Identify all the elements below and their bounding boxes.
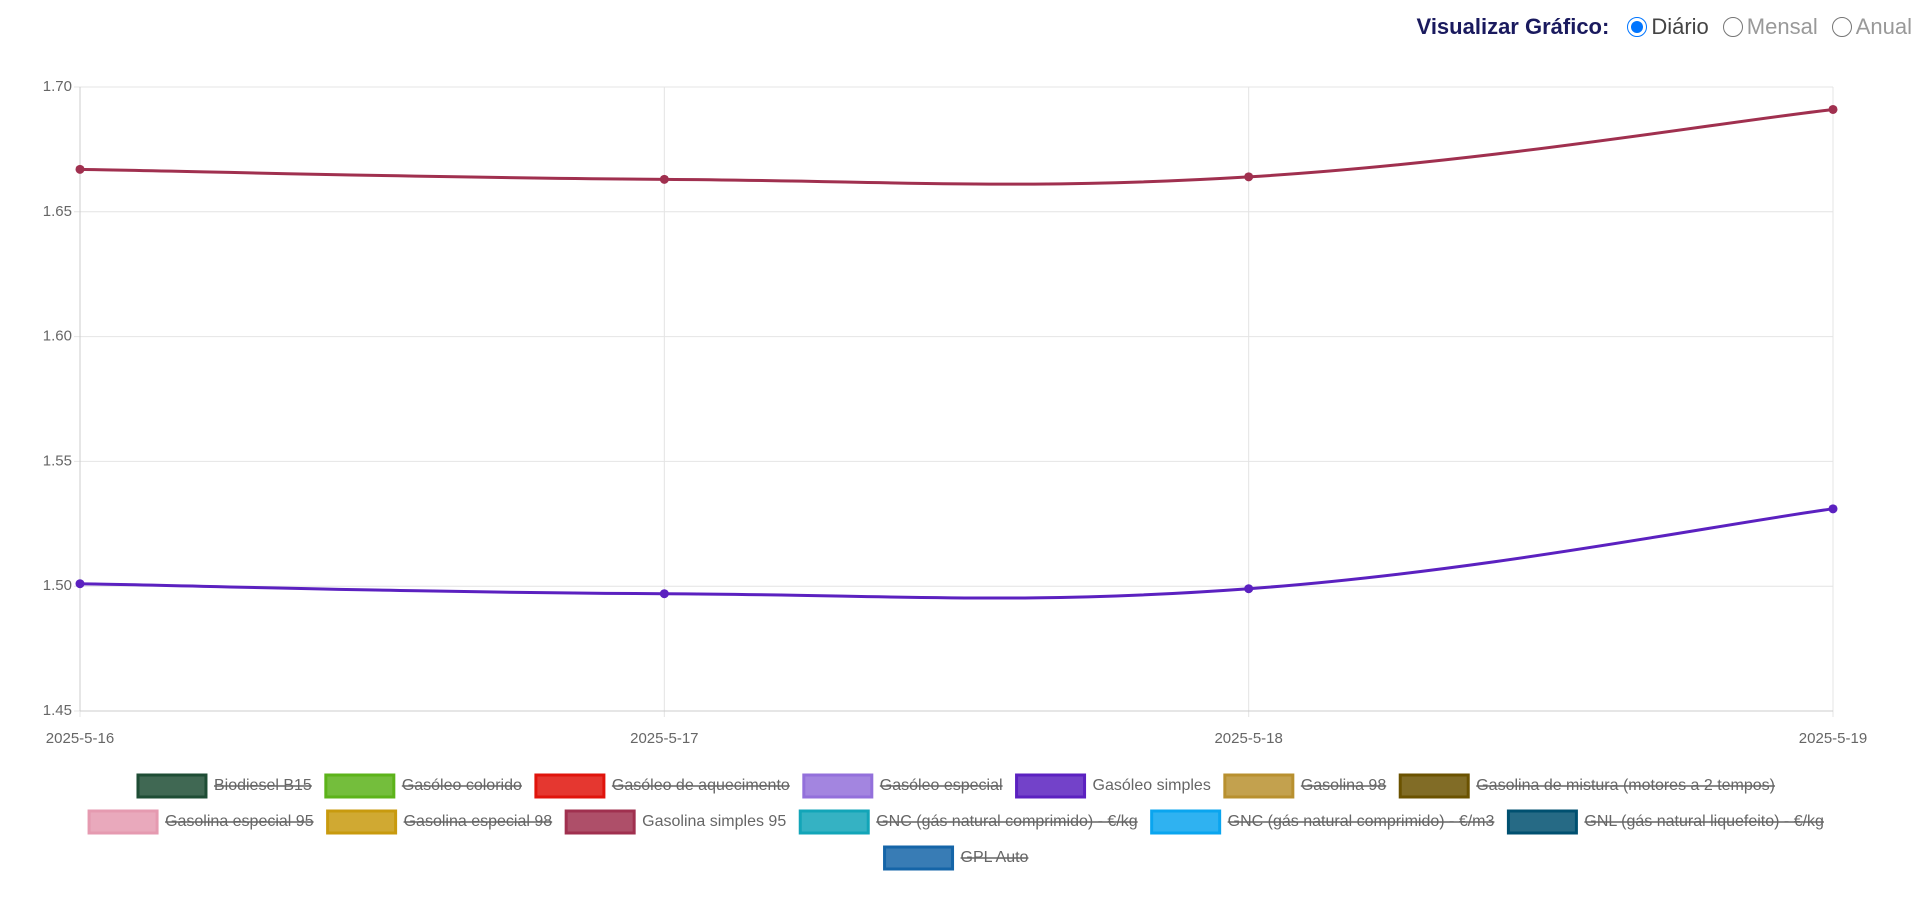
point xyxy=(1244,584,1254,594)
legend-swatch xyxy=(564,809,636,835)
view-option[interactable]: Anual xyxy=(1831,14,1912,40)
legend-item[interactable]: Gasolina especial 95 xyxy=(87,809,314,835)
legend-label: Gasolina simples 95 xyxy=(642,813,786,830)
legend-item[interactable]: GNC (gás natural comprimido) - €/m3 xyxy=(1150,809,1495,835)
point xyxy=(75,164,85,174)
x-tick-label: 2025-5-16 xyxy=(46,730,114,747)
radio[interactable] xyxy=(1722,17,1743,37)
x-tick-label: 2025-5-18 xyxy=(1214,730,1282,747)
legend-swatch xyxy=(1398,773,1470,799)
y-tick-label: 1.45 xyxy=(43,702,72,719)
legend-item[interactable]: Gasolina simples 95 xyxy=(564,809,786,835)
legend-item[interactable]: Biodiesel B15 xyxy=(136,773,312,799)
controls-label: Visualizar Gráfico: xyxy=(1416,14,1610,39)
option-label: Diário xyxy=(1651,14,1709,39)
line xyxy=(79,507,1834,600)
legend-swatch xyxy=(802,773,874,799)
option-label: Mensal xyxy=(1746,14,1818,39)
legend-swatch xyxy=(87,809,159,835)
legend-item[interactable]: Gasóleo especial xyxy=(802,773,1003,799)
x-tick-label: 2025-5-17 xyxy=(630,730,698,747)
legend-item[interactable]: GNL (gás natural liquefeito) - €/kg xyxy=(1506,809,1824,835)
radio[interactable] xyxy=(1831,17,1852,37)
legend-swatch xyxy=(324,773,396,799)
legend-swatch xyxy=(1223,773,1295,799)
legend-swatch xyxy=(136,773,208,799)
legend-swatch xyxy=(1015,773,1087,799)
legend-swatch xyxy=(883,845,955,871)
view-controls: Visualizar Gráfico: Diário Mensal Anual xyxy=(1417,14,1912,40)
point xyxy=(659,174,669,184)
legend-item[interactable]: GPL Auto xyxy=(883,845,1029,871)
legend-swatch xyxy=(1506,809,1578,835)
point xyxy=(1828,504,1838,514)
x-tick-label: 2025-5-19 xyxy=(1799,730,1867,747)
view-option[interactable]: Mensal xyxy=(1722,14,1818,40)
legend-swatch xyxy=(1150,809,1222,835)
point xyxy=(659,589,669,599)
y-tick-label: 1.50 xyxy=(43,577,72,594)
legend-item[interactable]: Gasóleo de aquecimento xyxy=(534,773,790,799)
point xyxy=(75,579,85,589)
legend-item[interactable]: Gasolina 98 xyxy=(1223,773,1386,799)
legend-swatch xyxy=(534,773,606,799)
line xyxy=(79,107,1834,186)
legend-label: Gasóleo simples xyxy=(1093,777,1211,794)
legend-swatch xyxy=(798,809,870,835)
radio[interactable] xyxy=(1627,17,1648,37)
legend-item[interactable]: Gasolina de mistura (motores a 2 tempos) xyxy=(1398,773,1776,799)
legend-item[interactable]: GNC (gás natural comprimido) - €/kg xyxy=(798,809,1138,835)
y-tick-label: 1.60 xyxy=(43,328,72,345)
view-option[interactable]: Diário xyxy=(1627,14,1709,40)
y-tick-label: 1.55 xyxy=(43,452,72,469)
point xyxy=(1828,104,1838,114)
legend-swatch xyxy=(326,809,398,835)
option-label: Anual xyxy=(1855,14,1912,39)
legend-item[interactable]: Gasolina especial 98 xyxy=(326,809,553,835)
legend-item[interactable]: Gasóleo colorido xyxy=(324,773,522,799)
legend-item[interactable]: Gasóleo simples xyxy=(1015,773,1211,799)
y-tick-label: 1.65 xyxy=(43,203,72,220)
point xyxy=(1244,172,1254,182)
y-tick-label: 1.70 xyxy=(43,78,72,95)
